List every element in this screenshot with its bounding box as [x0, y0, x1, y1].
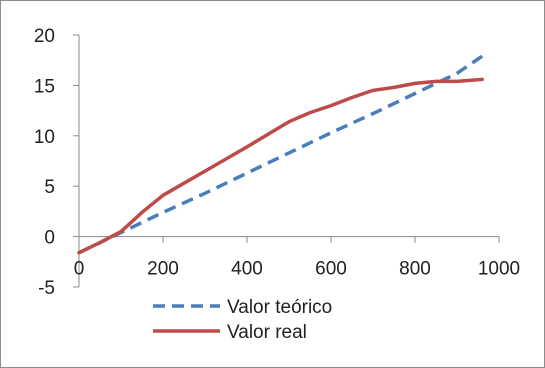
y-tick-label: 5 — [44, 177, 55, 198]
series-lines — [77, 54, 484, 255]
legend-label: Valor teórico — [227, 297, 332, 318]
series-line-2 — [77, 77, 484, 255]
y-tick-label: 0 — [44, 228, 55, 249]
series-line-1 — [78, 54, 484, 255]
y-tick-label: 15 — [34, 76, 55, 97]
y-tick-label: -5 — [38, 278, 55, 299]
x-tick-label: 0 — [74, 259, 85, 280]
legend-label: Valor real — [227, 322, 307, 343]
x-tick-label: 600 — [315, 259, 347, 280]
x-tick-label: 200 — [147, 259, 179, 280]
x-tick-label: 1000 — [478, 259, 520, 280]
legend: Valor teórico Valor real — [153, 297, 332, 343]
axes — [73, 34, 500, 288]
x-tick-label: 400 — [231, 259, 263, 280]
y-tick-label: 20 — [34, 26, 55, 47]
x-tick-label: 800 — [399, 259, 431, 280]
y-tick-label: 10 — [34, 127, 55, 148]
